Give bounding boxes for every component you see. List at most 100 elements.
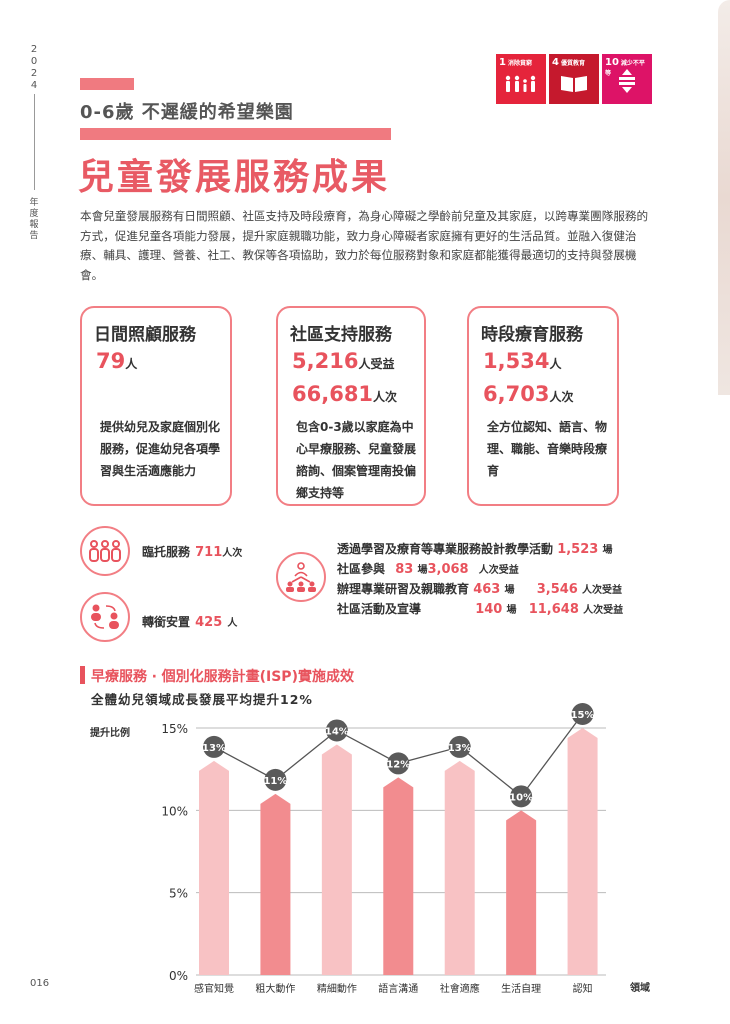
service-number: 79 <box>96 349 126 373</box>
x-tick-label: 語言溝通 <box>378 982 418 995</box>
stat-unit: 人 <box>227 618 238 629</box>
activity-line-3: 辦理專業研習及親職教育 463 場 3,546 人次受益 <box>337 580 637 597</box>
service-figures: 1,534人 6,703人次 <box>483 346 573 412</box>
stat-number: 425 <box>195 615 223 630</box>
bar <box>383 777 414 975</box>
activity-number: 140 <box>475 602 503 617</box>
sdg-number: 1 <box>499 57 506 68</box>
service-number: 1,534 <box>483 349 550 373</box>
activity-number: 1,523 <box>557 542 599 557</box>
service-unit: 人受益 <box>358 357 395 371</box>
service-number: 5,216 <box>292 349 359 373</box>
x-tick-label: 社會適應 <box>440 982 480 995</box>
stat-label: 臨托服務 <box>142 545 191 559</box>
sdg-1-tile: 1 消除貧窮 <box>496 54 546 104</box>
page-title: 兒童發展服務成果 <box>78 157 391 198</box>
section-subtitle: 0-6歲 不遲緩的希望樂園 <box>80 102 294 123</box>
activity-label: 社區參與 <box>337 562 386 576</box>
activity-unit: 人次受益 <box>583 605 624 616</box>
service-title: 日間照顧服務 <box>94 325 196 345</box>
y-tick-label: 15% <box>161 722 188 736</box>
bar <box>321 744 352 975</box>
transition-stat: 轉銜安置 425 人 <box>142 611 237 630</box>
service-card-daycare: 日間照顧服務 79人 提供幼兒及家庭個別化服務，促進幼兒各項學習與生活適應能力 <box>80 306 232 506</box>
rail-divider <box>34 94 35 190</box>
equality-icon <box>602 69 652 98</box>
sdg-number: 4 <box>552 57 559 68</box>
bar <box>199 760 229 975</box>
x-tick-label: 精細動作 <box>317 982 357 995</box>
stat-unit: 人次 <box>222 548 243 559</box>
daycare-stat: 臨托服務 711人次 <box>142 541 242 560</box>
activity-unit: 場 <box>506 605 517 616</box>
bar <box>444 760 475 975</box>
activity-line-1: 透過學習及療育等專業服務設計教學活動 1,523 場 <box>337 540 613 557</box>
activity-label: 社區活動及宣導 <box>337 602 422 616</box>
activity-number: 3,546 <box>536 582 578 597</box>
service-unit: 人次 <box>373 390 398 404</box>
x-tick-label: 粗大動作 <box>255 982 295 995</box>
service-card-community: 社區支持服務 5,216人受益 66,681人次 包含0-3歲以家庭為中心早療服… <box>276 306 426 506</box>
value-marker <box>203 735 225 758</box>
stat-number: 711 <box>195 545 223 560</box>
chart-title: 早療服務 ‧ 個別化服務計畫(ISP)實施成效 <box>91 669 354 685</box>
y-tick-label: 0% <box>169 969 188 983</box>
service-title: 時段療育服務 <box>481 325 583 345</box>
people-group-icon <box>80 526 130 576</box>
sdg-label: 優質教育 <box>560 60 585 67</box>
service-description: 提供幼兒及家庭個別化服務，促進幼兒各項學習與生活適應能力 <box>100 420 221 478</box>
bar <box>567 728 598 975</box>
sdg-10-tile: 10 減少不平等 <box>602 54 652 104</box>
data-label: 12% <box>386 759 410 770</box>
data-label: 10% <box>509 792 533 803</box>
community-group-icon <box>276 552 326 602</box>
activity-unit: 人次受益 <box>478 565 519 576</box>
report-label: 年度報告 <box>29 198 39 241</box>
sdg-label: 減少不平等 <box>605 60 645 77</box>
value-marker <box>387 752 410 775</box>
activity-line-2: 社區參與 83 場3,068 人次受益 <box>337 560 519 577</box>
stat-label: 轉銜安置 <box>142 615 191 629</box>
page-number: 016 <box>30 978 50 989</box>
data-label: 13% <box>448 743 472 754</box>
value-marker <box>448 735 471 758</box>
service-card-session: 時段療育服務 1,534人 6,703人次 全方位認知、語言、物理、職能、音樂時… <box>467 306 619 506</box>
data-label: 13% <box>202 743 226 754</box>
chart-subtitle: 全體幼兒領域成長發展平均提升12% <box>91 692 313 707</box>
activity-number: 3,068 <box>427 562 469 577</box>
service-figures: 79人 <box>96 346 137 379</box>
data-label: 14% <box>325 726 349 737</box>
transfer-icon <box>80 592 130 642</box>
service-description: 包含0-3歲以家庭為中心早療服務、兒童發展諮詢、個案管理南投偏鄉支持等 <box>296 420 417 500</box>
service-figures: 5,216人受益 66,681人次 <box>292 346 397 412</box>
activity-unit: 場 <box>504 585 515 596</box>
family-icon <box>496 75 546 98</box>
chart-x-title: 領域 <box>630 983 650 994</box>
activity-unit: 場 <box>602 545 613 556</box>
value-marker <box>510 785 533 808</box>
data-label: 15% <box>571 710 595 721</box>
value-marker <box>264 768 287 791</box>
service-unit: 人 <box>549 357 562 371</box>
value-marker <box>325 719 348 742</box>
activity-label: 透過學習及療育等專業服務設計教學活動 <box>337 542 554 556</box>
value-marker <box>571 703 594 725</box>
service-title: 社區支持服務 <box>290 325 392 345</box>
book-icon <box>549 73 599 98</box>
activity-unit: 場 <box>417 565 428 576</box>
activity-unit: 人次受益 <box>582 585 623 596</box>
accent-bar-small <box>80 78 134 90</box>
activity-number: 83 <box>395 562 414 577</box>
service-number: 66,681 <box>292 382 374 406</box>
activity-number: 11,648 <box>528 602 579 617</box>
y-tick-label: 5% <box>169 887 188 901</box>
activity-number: 463 <box>473 582 501 597</box>
x-tick-label: 生活自理 <box>501 982 541 995</box>
x-tick-label: 認知 <box>573 982 593 995</box>
service-description: 全方位認知、語言、物理、職能、音樂時段療育 <box>487 420 608 478</box>
service-number: 6,703 <box>483 382 550 406</box>
sdg-number: 10 <box>605 57 619 68</box>
y-tick-label: 10% <box>161 804 188 818</box>
sdg-4-tile: 4 優質教育 <box>549 54 599 104</box>
